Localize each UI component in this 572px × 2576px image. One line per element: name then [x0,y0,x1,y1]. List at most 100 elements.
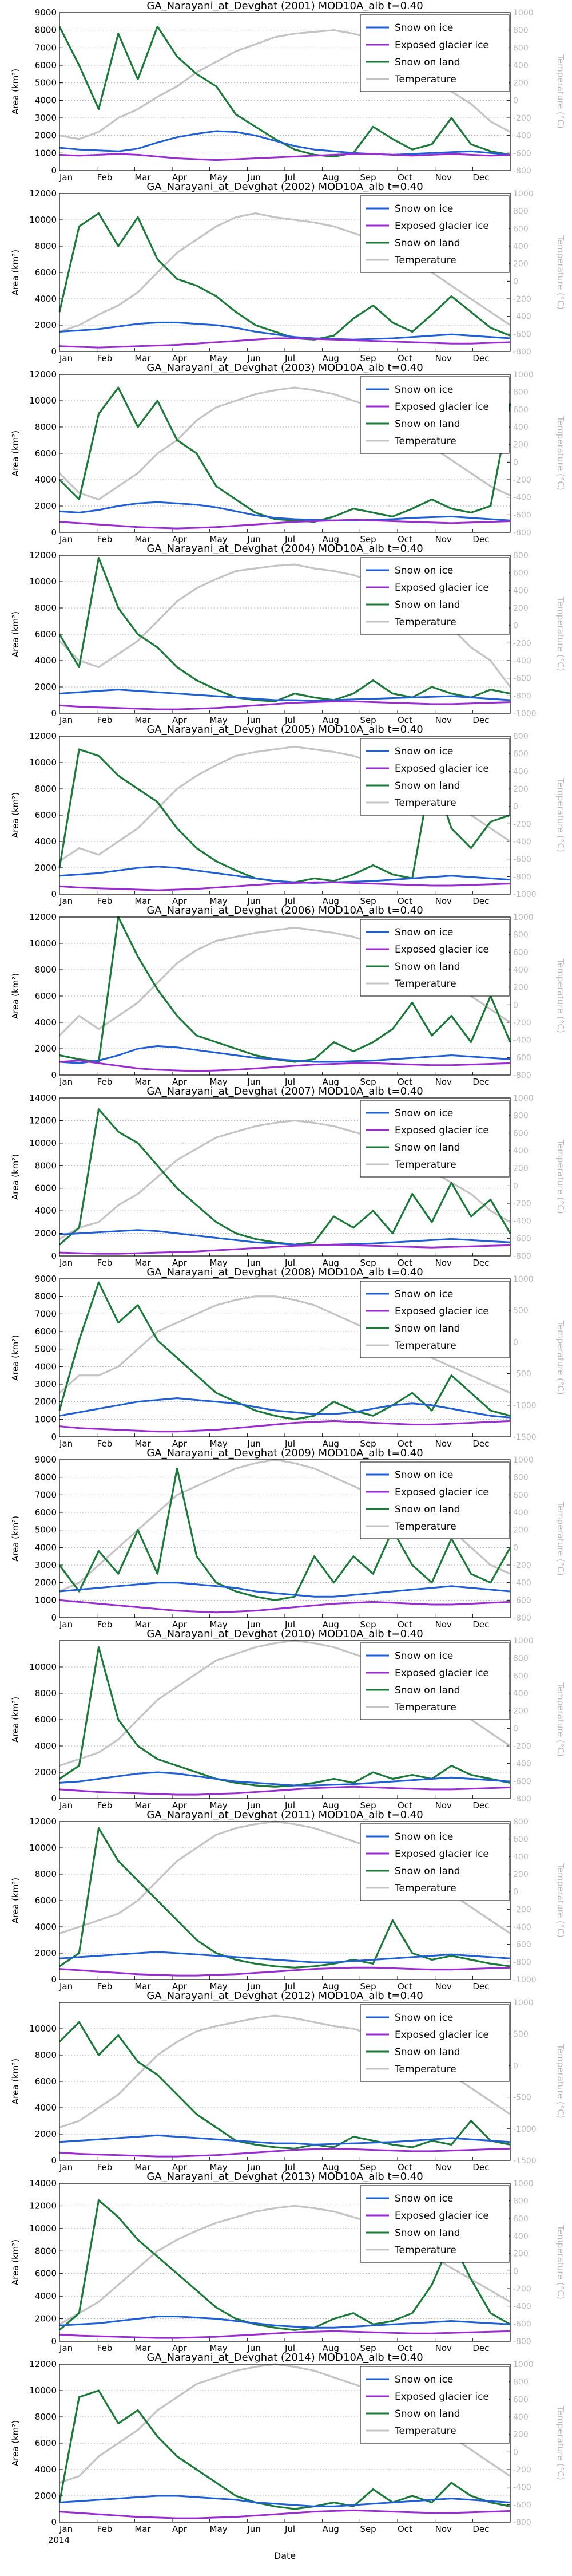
x-tick-label: Aug [323,172,339,183]
x-tick-label: Nov [435,534,452,544]
x-tick-label: Apr [172,1619,188,1630]
y-tick-label: 5000 [35,1525,57,1535]
y-tick-label: 10000 [29,2385,57,2396]
x-tick-label: May [210,2343,228,2353]
panel-title: GA_Narayani_at_Devghat (2008) MOD10A_alb… [146,1266,423,1278]
x-tick-label: Sep [360,1258,376,1268]
x-tick-label: May [210,534,228,544]
y-tick-label: 1000 [35,148,57,158]
x-tick-label: Mar [134,1800,151,1811]
x-tick-label: Sep [360,2343,376,2353]
x-tick-label: Jun [247,715,260,725]
y-tick-label: 8000 [35,965,57,975]
x-tick-label: Mar [134,2524,151,2534]
right-y-tick-label: -600 [513,2320,531,2329]
legend-label: Snow on ice [395,2012,453,2024]
right-y-tick-label: 800 [513,551,529,560]
right-y-axis-label: Temperature (°C) [555,596,566,671]
x-tick-label: Sep [360,534,376,544]
right-y-tick-label: -400 [513,2483,531,2492]
y-tick-label: 2000 [35,1228,57,1239]
x-tick-label: Feb [97,1800,113,1811]
panel-title: GA_Narayani_at_Devghat (2009) MOD10A_alb… [146,1447,423,1459]
right-y-tick-label: -1500 [513,2156,537,2166]
x-tick-label: Jun [247,353,260,364]
x-tick-label: Aug [323,896,339,906]
right-y-tick-label: 200 [513,1164,529,1174]
x-tick-label: Oct [398,1077,412,1087]
right-y-tick-label: 0 [513,622,518,631]
legend-label: Temperature [394,1159,456,1171]
legend-label: Temperature [394,797,456,809]
x-tick-label: May [210,172,228,183]
x-tick-label: Aug [323,2162,339,2172]
right-y-tick-label: 1000 [513,1094,534,1103]
x-tick-label: Nov [435,1258,452,1268]
legend-label: Snow on land [395,2046,460,2058]
x-tick-label: May [210,896,228,906]
y-axis-label: Area (km²) [10,611,21,657]
right-y-tick-label: -400 [513,132,531,141]
legend-label: Snow on ice [395,2374,453,2385]
x-tick-label: Aug [323,1800,339,1811]
x-tick-label: Feb [97,1077,113,1087]
right-y-tick-label: 400 [513,1147,529,1156]
x-tick-label: Mar [134,1439,151,1449]
legend-label: Exposed glacier ice [395,1125,489,1136]
x-tick-label: Apr [172,1258,188,1268]
x-tick-label: Apr [172,2162,188,2172]
y-tick-label: 0 [51,1974,57,1985]
y-tick-label: 4000 [35,475,57,485]
x-tick-label: May [210,1258,228,1268]
x-tick-label: Sep [360,1439,376,1449]
right-y-tick-label: 0 [513,96,518,105]
x-tick-label: Jul [284,353,295,364]
plot-frame [59,1640,511,1799]
y-tick-label: 10000 [29,1843,57,1853]
x-tick-label: Dec [472,1077,489,1087]
panel-title: GA_Narayani_at_Devghat (2010) MOD10A_alb… [146,1628,423,1640]
legend-label: Temperature [394,436,456,447]
exposed-glacier-ice-line [59,1785,511,1796]
legend-label: Exposed glacier ice [395,39,489,51]
x-tick-label: Feb [97,1619,113,1630]
y-tick-label: 4000 [35,655,57,666]
right-y-tick-label: 200 [513,1526,529,1535]
right-y-tick-label: 600 [513,44,529,53]
x-tick-label: Oct [398,534,412,544]
right-y-tick-label: -600 [513,1941,531,1950]
right-y-axis-label: Temperature (°C) [555,416,566,490]
right-y-axis-label: Temperature (°C) [555,2044,566,2118]
legend-label: Snow on land [395,599,460,611]
right-y-tick-label: 400 [513,61,529,70]
snow-on-land-line [58,1281,511,1420]
y-tick-label: 8000 [35,1869,57,1879]
right-y-tick-label: -400 [513,657,531,666]
x-tick-label: Aug [323,353,339,364]
right-y-tick-label: -400 [513,1923,531,1932]
legend-label: Snow on land [395,1504,460,1515]
right-y-tick-label: -500 [513,2093,531,2103]
right-y-tick-label: 1000 [513,1275,534,1284]
x-tick-label: Dec [472,1258,489,1268]
x-tick-label: Sep [360,1800,376,1811]
legend-label: Snow on ice [395,1469,453,1481]
y-axis-label: Area (km²) [10,1878,21,1923]
x-tick-label: Dec [472,1439,489,1449]
right-y-tick-label: 800 [513,388,529,397]
right-y-axis-label: Temperature (°C) [555,2405,566,2480]
x-tick-label: Oct [398,1439,412,1449]
y-tick-label: 0 [51,708,57,718]
right-y-tick-label: 800 [513,2378,529,2387]
snow-on-ice-line [59,2316,511,2329]
x-tick-label: Apr [172,353,188,364]
y-tick-label: 8000 [35,422,57,432]
x-tick-label: Aug [323,1981,339,1992]
plot-frame [59,736,511,895]
x-tick-label: Dec [472,353,489,364]
y-axis-label: Area (km²) [10,69,21,114]
exposed-glacier-ice-line [59,2330,511,2339]
x-tick-label: Apr [172,896,188,906]
legend-label: Exposed glacier ice [395,2210,489,2222]
snow-on-ice-line [59,501,511,521]
